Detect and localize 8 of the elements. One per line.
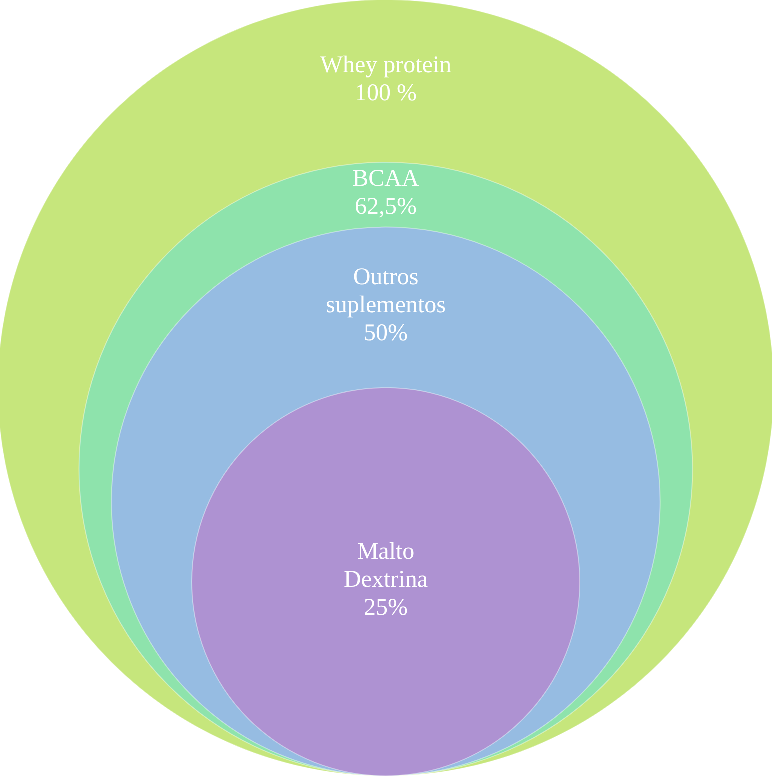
category-label: BCAA [352,166,420,192]
data-label: 62,5% [355,194,417,220]
category-label: Outros suplementos [326,264,446,319]
category-label: Malto Dextrina [344,539,428,593]
data-label: 100 % [355,80,417,106]
data-label: 50% [364,320,408,347]
category-label: Whey protein [320,52,452,78]
data-label: 25% [364,595,408,621]
